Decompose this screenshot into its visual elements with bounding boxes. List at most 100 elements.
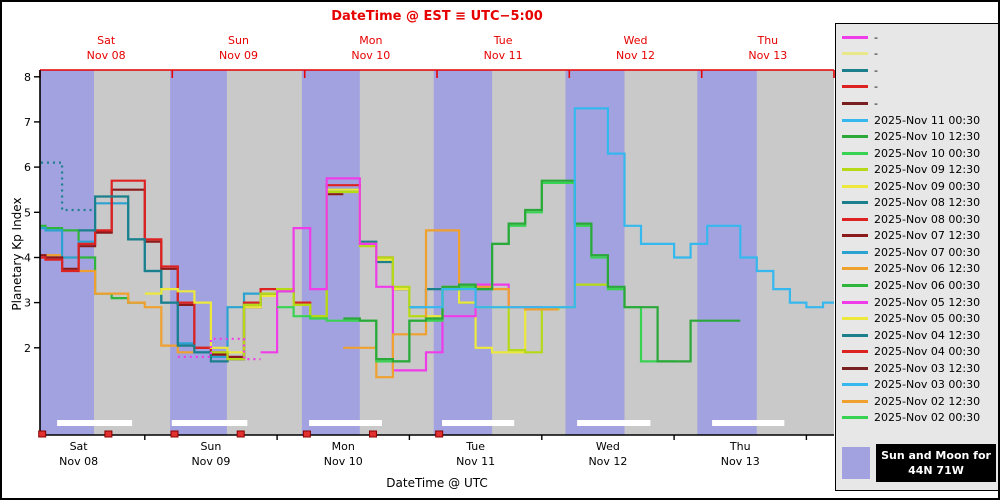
legend-label: 2025-Nov 08 00:30 [874,212,981,226]
legend-item: 2025-Nov 08 00:30 [842,211,998,228]
sun-moon-label: Sun and Moon for 44N 71W [876,444,996,482]
legend-label: 2025-Nov 04 12:30 [874,328,981,342]
moon-bar [309,420,382,426]
legend-label: 2025-Nov 02 12:30 [874,394,981,408]
day-label: Wed Nov 12 [594,33,678,63]
y-axis-label: Planetary Kp Index [10,197,24,311]
legend-color-swatch [842,300,868,304]
day-date: Nov 11 [456,455,496,468]
day-abbr: Sat [69,440,88,453]
legend-item: 2025-Nov 03 00:30 [842,376,998,393]
day-abbr: Sun [228,34,249,47]
sun-moon-line1: Sun and Moon for [881,449,991,462]
legend-label: 2025-Nov 06 12:30 [874,262,981,276]
legend-item: 2025-Nov 02 00:30 [842,410,998,427]
legend-item: 2025-Nov 09 00:30 [842,178,998,195]
issue-time-marker [236,430,245,438]
legend-label: 2025-Nov 10 12:30 [874,130,981,144]
legend-label: - [874,80,878,94]
legend-label: 2025-Nov 05 00:30 [874,312,981,326]
legend-label: 2025-Nov 03 00:30 [874,378,981,392]
legend-item: 2025-Nov 08 12:30 [842,194,998,211]
sun-moon-key: Sun and Moon for 44N 71W [842,444,996,482]
issue-time-marker [302,430,311,438]
day-label: Tue Nov 11 [461,33,545,63]
day-date: Nov 12 [616,49,655,62]
night-band [40,70,94,435]
legend-color-swatch [842,217,868,221]
legend-item: 2025-Nov 03 12:30 [842,360,998,377]
legend-label: - [874,63,878,77]
day-date: Nov 13 [748,49,788,62]
legend-color-swatch [842,201,868,205]
day-label: Mon Nov 10 [301,439,385,469]
issue-time-marker [38,430,47,438]
legend-color-swatch [842,68,868,72]
day-date: Nov 08 [86,49,126,62]
moon-bar [442,420,515,426]
legend-item: - [842,46,998,63]
legend-label: 2025-Nov 03 12:30 [874,361,981,375]
legend-item: - [842,79,998,96]
day-date: Nov 10 [351,49,391,62]
legend-item: 2025-Nov 11 00:30 [842,112,998,129]
legend-label: - [874,47,878,61]
day-date: Nov 13 [720,455,760,468]
kp-series-line [409,107,834,309]
day-label: Sat Nov 08 [64,33,148,63]
day-abbr: Mon [331,440,355,453]
legend-label: 2025-Nov 07 12:30 [874,229,981,243]
legend-label: 2025-Nov 02 00:30 [874,411,981,425]
legend-color-swatch [842,333,868,337]
legend-item: 2025-Nov 02 12:30 [842,393,998,410]
legend-item: 2025-Nov 05 12:30 [842,294,998,311]
legend-panel: - - - - - 2025-Nov 11 00:30 2025-Nov 10 12:30 2… [835,23,998,491]
day-label: Sat Nov 08 [37,439,121,469]
legend-color-swatch [842,399,868,403]
night-band [697,70,757,435]
day-label: Thu Nov 13 [698,439,782,469]
day-abbr: Thu [757,34,779,47]
day-date: Nov 11 [483,49,523,62]
kp-series-line [40,161,96,212]
moon-bar [577,420,651,426]
kp-series-line [260,177,542,372]
day-label: Sun Nov 09 [197,33,281,63]
legend-color-swatch [842,168,868,172]
y-tick-label: 7 [24,116,31,129]
moon-bar [171,420,248,426]
legend-label: 2025-Nov 07 00:30 [874,245,981,259]
legend-color-swatch [842,383,868,387]
legend-color-swatch [842,366,868,370]
day-date: Nov 12 [588,455,628,468]
x-axis-label: DateTime @ UTC [386,476,488,490]
legend-item: 2025-Nov 04 00:30 [842,343,998,360]
legend-label: 2025-Nov 10 00:30 [874,146,981,160]
day-label: Thu Nov 13 [726,33,810,63]
y-tick-label: 5 [24,206,31,219]
legend-color-swatch [842,317,868,321]
legend-color-swatch [842,283,868,287]
y-tick-label: 4 [24,252,31,265]
legend-item: 2025-Nov 07 00:30 [842,244,998,261]
legend-color-swatch [842,151,868,155]
issue-time-marker [104,430,113,438]
kp-series-line [40,254,211,354]
legend-color-swatch [842,416,868,420]
legend-color-swatch [842,52,868,56]
moon-bar [57,420,133,426]
legend-item: 2025-Nov 10 12:30 [842,128,998,145]
legend-color-swatch [842,101,868,105]
kp-series-line [177,337,261,361]
moon-bar [712,420,785,426]
legend-item: 2025-Nov 06 00:30 [842,277,998,294]
night-band [301,70,360,435]
day-abbr: Sat [97,34,116,47]
legend-label: - [874,96,878,110]
legend-color-swatch [842,250,868,254]
day-date: Nov 08 [59,455,99,468]
legend-color-swatch [842,35,868,39]
legend-item: 2025-Nov 10 00:30 [842,145,998,162]
legend-color-swatch [842,267,868,271]
legend-color-swatch [842,234,868,238]
